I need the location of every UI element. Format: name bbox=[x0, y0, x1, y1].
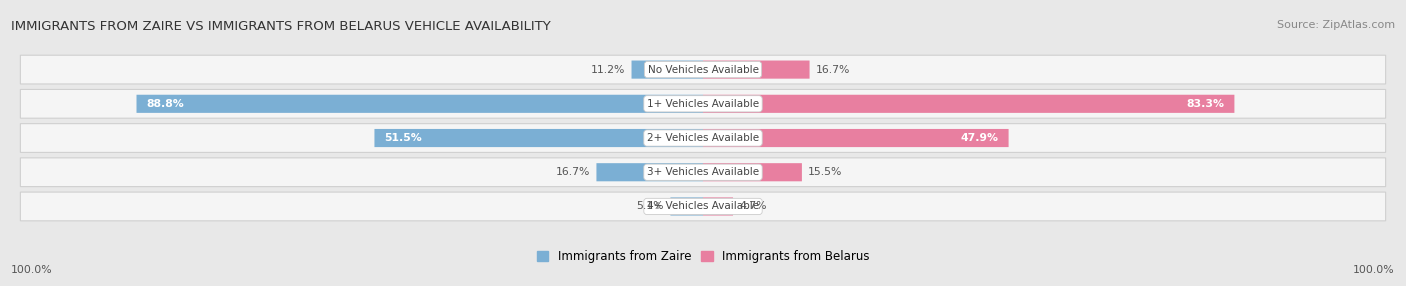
Text: 47.9%: 47.9% bbox=[960, 133, 1000, 143]
Text: 11.2%: 11.2% bbox=[591, 65, 626, 75]
FancyBboxPatch shape bbox=[20, 158, 1386, 187]
Text: 2+ Vehicles Available: 2+ Vehicles Available bbox=[647, 133, 759, 143]
FancyBboxPatch shape bbox=[703, 163, 801, 181]
FancyBboxPatch shape bbox=[703, 61, 810, 79]
Text: Source: ZipAtlas.com: Source: ZipAtlas.com bbox=[1277, 20, 1395, 30]
FancyBboxPatch shape bbox=[136, 95, 703, 113]
Text: 5.1%: 5.1% bbox=[637, 201, 664, 211]
Text: 83.3%: 83.3% bbox=[1187, 99, 1225, 109]
Text: 4+ Vehicles Available: 4+ Vehicles Available bbox=[647, 201, 759, 211]
FancyBboxPatch shape bbox=[20, 90, 1386, 118]
FancyBboxPatch shape bbox=[703, 95, 1234, 113]
Text: 16.7%: 16.7% bbox=[555, 167, 591, 177]
FancyBboxPatch shape bbox=[20, 192, 1386, 221]
FancyBboxPatch shape bbox=[20, 55, 1386, 84]
Text: 100.0%: 100.0% bbox=[1353, 265, 1395, 275]
Text: 1+ Vehicles Available: 1+ Vehicles Available bbox=[647, 99, 759, 109]
Text: 100.0%: 100.0% bbox=[11, 265, 53, 275]
FancyBboxPatch shape bbox=[703, 197, 733, 216]
Text: 16.7%: 16.7% bbox=[815, 65, 851, 75]
FancyBboxPatch shape bbox=[703, 129, 1008, 147]
FancyBboxPatch shape bbox=[20, 124, 1386, 152]
Text: 51.5%: 51.5% bbox=[384, 133, 422, 143]
Text: No Vehicles Available: No Vehicles Available bbox=[648, 65, 758, 75]
Text: 3+ Vehicles Available: 3+ Vehicles Available bbox=[647, 167, 759, 177]
FancyBboxPatch shape bbox=[671, 197, 703, 216]
Text: 88.8%: 88.8% bbox=[146, 99, 184, 109]
Legend: Immigrants from Zaire, Immigrants from Belarus: Immigrants from Zaire, Immigrants from B… bbox=[537, 250, 869, 263]
FancyBboxPatch shape bbox=[596, 163, 703, 181]
Text: IMMIGRANTS FROM ZAIRE VS IMMIGRANTS FROM BELARUS VEHICLE AVAILABILITY: IMMIGRANTS FROM ZAIRE VS IMMIGRANTS FROM… bbox=[11, 20, 551, 33]
FancyBboxPatch shape bbox=[374, 129, 703, 147]
FancyBboxPatch shape bbox=[631, 61, 703, 79]
Text: 4.7%: 4.7% bbox=[740, 201, 766, 211]
Text: 15.5%: 15.5% bbox=[808, 167, 842, 177]
